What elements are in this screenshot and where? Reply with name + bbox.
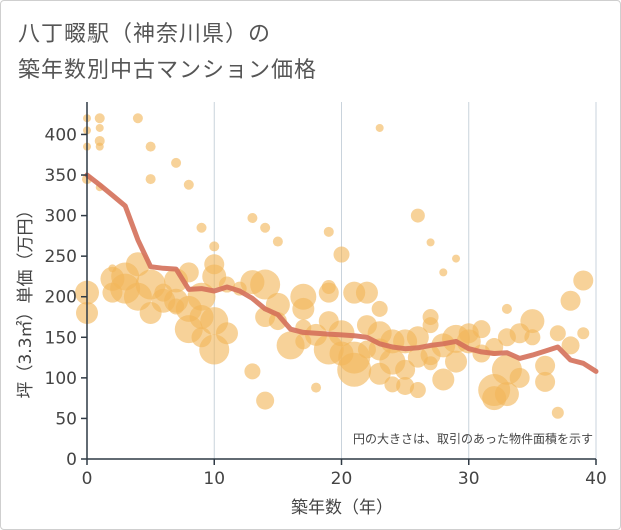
- bubble-point-76: [375, 123, 384, 132]
- trend-line: [84, 172, 599, 374]
- bubble-point-37: [209, 241, 220, 252]
- bubble-point-90: [409, 382, 426, 399]
- bubble-point-6: [94, 113, 105, 124]
- bubble-point-117: [535, 355, 556, 376]
- y-tick-label-150: 150: [45, 328, 77, 348]
- bubble-point-109: [501, 303, 512, 314]
- bubble-point-33: [196, 222, 207, 233]
- y-tick-label-100: 100: [45, 369, 77, 389]
- x-tick-label-10: 10: [203, 469, 225, 489]
- y-tick-label-50: 50: [55, 409, 77, 429]
- bubble-point-7: [95, 123, 104, 132]
- bubble-point-9: [95, 142, 104, 151]
- bubble-point-88: [406, 326, 429, 349]
- x-tick-label-40: 40: [585, 469, 607, 489]
- bubble-point-8: [94, 135, 105, 146]
- y-tick-label-350: 350: [45, 166, 77, 186]
- bubble-point-62: [323, 226, 334, 237]
- bubble-point-72: [337, 352, 372, 387]
- chart-title-line2: 築年数別中古マンション価格: [18, 58, 318, 83]
- y-tick-label-0: 0: [66, 450, 77, 470]
- x-tick-label-30: 30: [458, 469, 480, 489]
- bubble-point-49: [250, 269, 281, 300]
- bubble-point-16: [132, 113, 143, 124]
- y-tick-label-300: 300: [45, 207, 77, 227]
- bubble-point-29: [183, 179, 194, 190]
- bubble-point-99: [452, 254, 461, 263]
- bubble-point-123: [573, 270, 594, 291]
- bubble-point-101: [445, 350, 468, 373]
- bubble-point-85: [395, 359, 416, 380]
- bubble-point-20: [145, 174, 156, 185]
- bubble-point-115: [520, 309, 545, 334]
- bubble-point-98: [432, 368, 455, 391]
- bubble-point-121: [560, 290, 581, 311]
- bubble-point-57: [292, 297, 315, 320]
- bubble-point-124: [577, 327, 590, 340]
- bubble-point-52: [272, 236, 283, 247]
- bubble-point-47: [244, 363, 261, 380]
- bubble-point-96: [439, 268, 448, 277]
- bubble-point-45: [247, 213, 258, 224]
- bubble-point-43: [215, 322, 238, 345]
- bubble-size-note: 円の大きさは、取引のあった物件面積を示す: [353, 431, 593, 446]
- bubble-point-120: [551, 406, 564, 419]
- grid-lines: [213, 102, 597, 459]
- bubble-point-114: [509, 367, 530, 388]
- x-tick-label-0: 0: [82, 469, 93, 489]
- bubble-point-104: [472, 320, 491, 339]
- y-tick-label-200: 200: [45, 288, 77, 308]
- bubble-point-122: [561, 336, 580, 355]
- bubble-point-83: [384, 376, 401, 393]
- x-axis-label: 築年数（年）: [291, 498, 393, 518]
- x-tick-label-20: 20: [331, 469, 353, 489]
- bubble-point-118: [535, 371, 556, 392]
- bubble-point-19: [145, 141, 156, 152]
- bubble-point-73: [355, 281, 378, 304]
- bubble-point-64: [318, 282, 339, 303]
- bubble-point-86: [396, 376, 415, 395]
- trend-line-path: [84, 172, 599, 374]
- y-axis-label: 坪（3.3㎡）単価（万円）: [16, 201, 36, 398]
- bubble-point-112: [494, 382, 519, 407]
- bubble-point-25: [171, 157, 182, 168]
- bubble-point-61: [311, 382, 322, 393]
- bubble-point-87: [410, 208, 425, 223]
- bubble-point-48: [260, 222, 271, 233]
- axes: 0 50 100 150 200 250 300 350 400 0 10 20 30 40: [45, 102, 607, 489]
- bubble-point-91: [426, 238, 435, 247]
- bubble-point-95: [423, 356, 438, 371]
- y-tick-label-400: 400: [45, 125, 77, 145]
- chart-title-line1: 八丁畷駅（神奈川県）の: [18, 22, 272, 47]
- bubble-point-93: [422, 317, 439, 334]
- bubble-point-77: [371, 300, 388, 317]
- bubble-point-51: [256, 391, 275, 410]
- bubble-point-116: [524, 329, 541, 346]
- bubble-point-119: [549, 325, 566, 342]
- bubble-point-67: [333, 246, 350, 263]
- y-tick-label-250: 250: [45, 247, 77, 267]
